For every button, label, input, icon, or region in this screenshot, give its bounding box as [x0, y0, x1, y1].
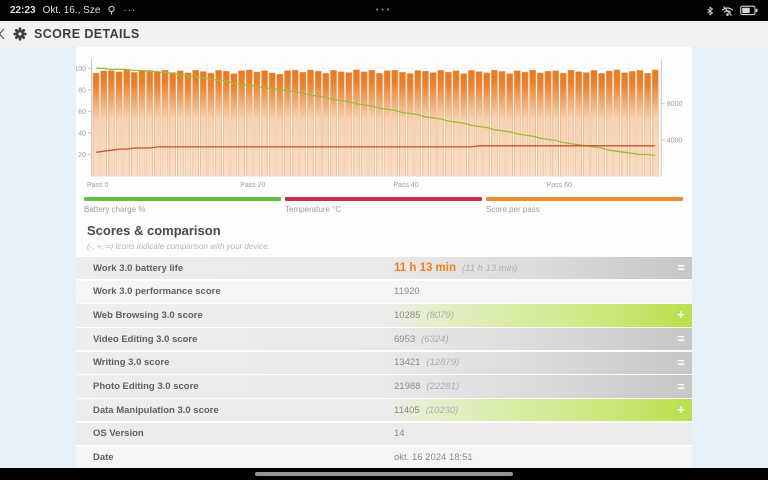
notch-dots: ••• [375, 7, 393, 14]
row-label: Work 3.0 battery life [93, 262, 184, 274]
row-comparison: (8079) [426, 309, 454, 321]
svg-text:20: 20 [78, 152, 86, 159]
row-value-group: 11405 (10230) [394, 405, 458, 416]
svg-text:Pass 0: Pass 0 [87, 182, 109, 189]
row-value: 21988 [394, 381, 421, 393]
table-row[interactable]: Web Browsing 3.0 score 10285 (8079) + [76, 304, 692, 327]
table-row[interactable]: Work 3.0 battery life 11 h 13 min (11 h … [76, 257, 692, 280]
status-more-dots: ··· [123, 5, 137, 16]
row-label: Date [93, 452, 114, 464]
row-value-group: 11 h 13 min (11 h 13 min) [394, 262, 517, 274]
chart-legend: Battery charge % Temperature °C Score pe… [84, 197, 683, 214]
comparison-badge-icon [670, 281, 692, 303]
svg-text:80: 80 [78, 87, 86, 94]
row-value: 14 [394, 428, 405, 440]
location-icon [108, 5, 116, 15]
legend-color-line [285, 197, 482, 201]
svg-text:4000: 4000 [667, 137, 683, 144]
status-bar: 22:23 Okt. 16., Sze ··· ••• [0, 0, 768, 21]
table-row[interactable]: OS Version 14 [76, 422, 692, 445]
svg-text:60: 60 [78, 109, 86, 116]
score-table: Work 3.0 battery life 11 h 13 min (11 h … [76, 257, 692, 468]
battery-icon [740, 5, 758, 16]
row-value-group: 21988 (22281) [394, 381, 459, 392]
row-value: 11920 [394, 286, 420, 298]
gesture-nav-bar [0, 468, 768, 480]
battery-test-chart: 20 40 60 80 100 4000 8000 Pass 0 Pass 20 Pass 40 P… [76, 59, 683, 189]
row-comparison: (6324) [421, 333, 449, 345]
comparison-badge-icon: = [677, 379, 685, 394]
row-value-group: okt. 16 2024 18:51 [394, 452, 479, 463]
status-right-group [705, 5, 768, 17]
legend-label: Battery charge % [84, 204, 146, 214]
row-label: OS Version [93, 428, 144, 440]
row-comparison: (22281) [426, 381, 460, 393]
row-comparison: (10230) [425, 404, 459, 416]
comparison-badge-icon: + [677, 403, 685, 418]
row-value: 11405 [394, 404, 420, 416]
row-label: Photo Editing 3.0 score [93, 381, 199, 393]
row-comparison: (11 h 13 min) [462, 263, 518, 275]
content-card: 20 40 60 80 100 4000 8000 Pass 0 Pass 20 Pass 40 P… [76, 47, 692, 468]
legend-item: Temperature °C [285, 197, 482, 214]
comparison-badge-icon: = [677, 332, 685, 347]
svg-text:Pass 40: Pass 40 [393, 182, 418, 189]
status-left-group: 22:23 Okt. 16., Sze ··· [0, 5, 136, 16]
table-row[interactable]: Writing 3.0 score 13421 (12879) = [76, 351, 692, 374]
row-label: Data Manipulation 3.0 score [93, 404, 219, 416]
section-title: Scores & comparison [87, 223, 221, 238]
row-value-group: 14 [394, 428, 411, 439]
scores-section-header: Scores & comparison (-, +, =) Icons indi… [87, 223, 270, 251]
legend-label: Score per pass [486, 204, 540, 214]
legend-color-line [486, 197, 683, 201]
comparison-badge-icon [670, 423, 692, 445]
row-label: Work 3.0 performance score [93, 286, 221, 298]
legend-color-line [84, 197, 281, 201]
status-date: Okt. 16., Sze [42, 5, 101, 16]
comparison-badge-icon: + [677, 308, 685, 323]
row-value-group: 6953 (6324) [394, 334, 449, 345]
row-label: Web Browsing 3.0 score [93, 309, 203, 321]
row-value: 13421 [394, 357, 421, 369]
row-value: 10285 [394, 309, 421, 321]
comparison-badge-icon: = [677, 261, 685, 276]
row-value-group: 10285 (8079) [394, 310, 454, 321]
pcmark-logo-icon [13, 27, 27, 41]
row-value: 6953 [394, 333, 416, 345]
table-row[interactable]: Work 3.0 performance score 11920 [76, 280, 692, 303]
row-value-group: 13421 (12879) [394, 357, 459, 368]
row-label: Writing 3.0 score [93, 357, 170, 369]
row-value: okt. 16 2024 18:51 [394, 452, 473, 464]
svg-text:40: 40 [78, 130, 86, 137]
table-row[interactable]: Photo Editing 3.0 score 21988 (22281) = [76, 375, 692, 398]
legend-label: Temperature °C [285, 204, 342, 214]
bluetooth-icon [707, 6, 713, 15]
svg-text:8000: 8000 [667, 101, 683, 108]
table-row[interactable]: Video Editing 3.0 score 6953 (6324) = [76, 328, 692, 351]
back-icon[interactable] [0, 28, 6, 40]
gesture-handle[interactable] [255, 472, 513, 476]
comparison-badge-icon [670, 447, 692, 469]
row-comparison: (12879) [426, 357, 460, 369]
table-row[interactable]: Date okt. 16 2024 18:51 [76, 446, 692, 469]
legend-item: Battery charge % [84, 197, 281, 214]
svg-text:Pass 20: Pass 20 [240, 182, 265, 189]
row-value-group: 11920 [394, 286, 426, 297]
row-label: Video Editing 3.0 score [93, 333, 198, 345]
svg-text:Pass 60: Pass 60 [547, 182, 572, 189]
table-row[interactable]: Data Manipulation 3.0 score 11405 (10230… [76, 399, 692, 422]
svg-text:100: 100 [76, 66, 86, 73]
page-title: SCORE DETAILS [34, 27, 140, 41]
row-value: 11 h 13 min [394, 262, 457, 275]
comparison-badge-icon: = [677, 355, 685, 370]
app-header: SCORE DETAILS [0, 21, 768, 47]
wifi-off-icon [721, 5, 734, 16]
legend-item: Score per pass [486, 197, 683, 214]
section-subtitle: (-, +, =) Icons indicate comparison with… [87, 242, 270, 251]
clock: 22:23 [10, 5, 36, 16]
